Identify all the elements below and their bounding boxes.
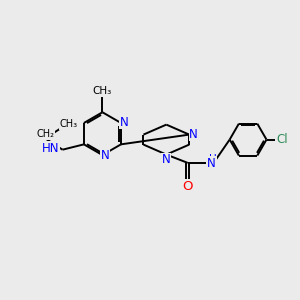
Text: CH₃: CH₃ [59,119,77,129]
Text: N: N [162,153,171,167]
Text: N: N [207,157,215,170]
Text: Cl: Cl [276,133,288,146]
Text: CH₃: CH₃ [93,86,112,96]
Text: CH₂: CH₂ [36,129,54,139]
Text: H: H [208,154,216,164]
Text: HN: HN [42,142,59,155]
Text: N: N [101,149,110,162]
Text: O: O [182,180,193,193]
Text: N: N [120,116,128,129]
Text: N: N [189,128,198,140]
